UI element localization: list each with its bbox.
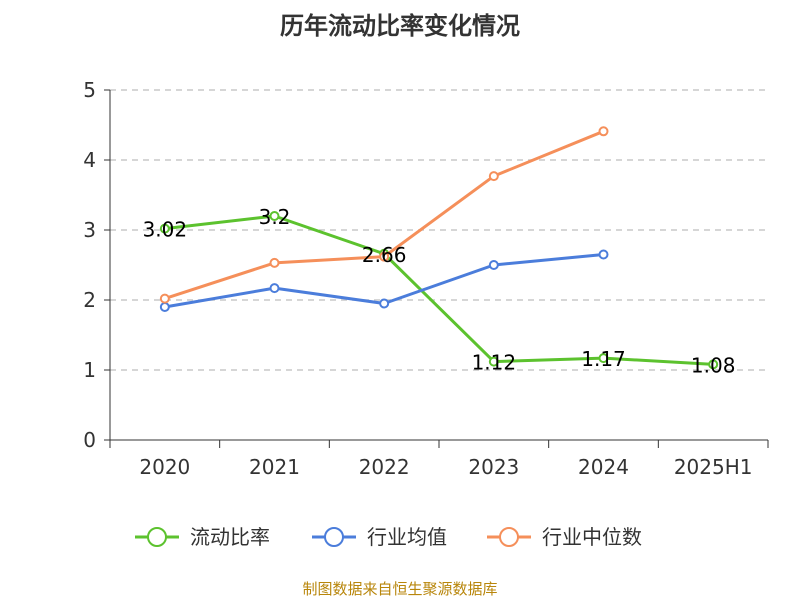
legend-marker (147, 527, 167, 547)
data-point[interactable] (159, 223, 170, 234)
data-point[interactable] (488, 260, 499, 270)
legend[interactable]: 流动比率 行业均值 行业中位数 (135, 525, 642, 549)
series-lines (159, 126, 719, 370)
y-tick-label: 2 (83, 288, 96, 312)
y-tick-label: 0 (83, 428, 96, 452)
x-tick-label: 2025H1 (674, 455, 753, 479)
data-label: 1.12 (472, 351, 517, 375)
x-tick-label: 2020 (139, 455, 190, 479)
data-point[interactable] (269, 257, 280, 268)
x-tick-label: 2024 (578, 455, 629, 479)
data-point[interactable] (269, 283, 280, 294)
chart-title: 历年流动比率变化情况 (280, 12, 520, 40)
data-labels: 3.02 3.2 2.66 1.12 1.17 1.08 (143, 205, 736, 377)
legend-marker (499, 527, 519, 547)
data-point[interactable] (379, 251, 390, 262)
x-tick-label: 2022 (359, 455, 410, 479)
data-point[interactable] (708, 359, 719, 370)
source-note: 制图数据来自恒生聚源数据库 (302, 580, 497, 598)
axes: 0 1 2 3 4 5 2020 2021 2022 2023 2024 2025H1 (83, 78, 769, 479)
data-point[interactable] (488, 356, 499, 367)
legend-marker (324, 527, 344, 547)
legend-item-3[interactable]: 行业中位数 (487, 525, 642, 549)
data-point[interactable] (488, 171, 499, 182)
data-label: 2.66 (362, 243, 407, 267)
data-label: 1.08 (691, 353, 736, 377)
y-tick-label: 4 (83, 148, 96, 172)
series-line-1 (164, 214, 714, 366)
y-tick-label: 3 (83, 218, 96, 242)
data-point[interactable] (379, 298, 390, 309)
data-point[interactable] (598, 353, 609, 364)
y-tick-label: 1 (83, 358, 96, 382)
data-point[interactable] (269, 211, 280, 221)
data-label: 3.2 (259, 205, 291, 229)
gridlines (110, 89, 768, 371)
x-tick-label: 2021 (249, 455, 300, 479)
legend-label: 行业均值 (367, 525, 447, 549)
y-tick-label: 5 (83, 78, 96, 102)
legend-label: 行业中位数 (542, 525, 642, 549)
x-tick-label: 2023 (468, 455, 519, 479)
data-point[interactable] (159, 293, 170, 304)
data-label: 1.17 (581, 347, 626, 371)
data-point[interactable] (598, 126, 609, 137)
legend-item-2[interactable]: 行业均值 (312, 525, 447, 549)
data-point[interactable] (159, 302, 170, 312)
data-point[interactable] (598, 249, 609, 260)
legend-item-1[interactable]: 流动比率 (135, 525, 270, 549)
legend-label: 流动比率 (190, 525, 270, 549)
series-line-3 (164, 129, 605, 301)
data-label: 3.02 (143, 218, 188, 242)
